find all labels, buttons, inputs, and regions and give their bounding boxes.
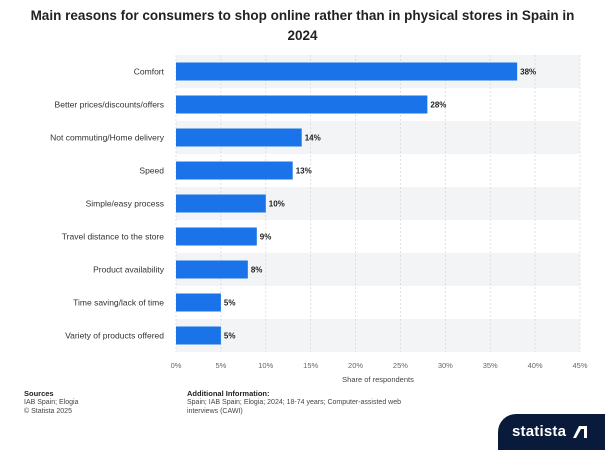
- tick-label: 30%: [438, 361, 453, 370]
- sources-line: IAB Spain; Elogia: [24, 399, 79, 406]
- bar: [176, 128, 302, 147]
- tick-label: 20%: [348, 361, 363, 370]
- category-label: Better prices/discounts/offers: [55, 100, 164, 110]
- tick-label: 10%: [258, 361, 273, 370]
- bar: [176, 62, 518, 81]
- additional-info-block: Additional Information: Spain; IAB Spain…: [187, 389, 447, 416]
- additional-info-line: Spain; IAB Spain; Elogia; 2024; 18-74 ye…: [187, 399, 402, 406]
- data-label: 9%: [260, 233, 272, 242]
- data-label: 38%: [520, 68, 536, 77]
- category-label: Travel distance to the store: [62, 232, 164, 242]
- data-label: 28%: [430, 101, 446, 110]
- brand-name: statista: [512, 423, 567, 440]
- tick-label: 45%: [572, 361, 587, 370]
- tick-label: 35%: [483, 361, 498, 370]
- data-label: 5%: [224, 332, 236, 341]
- additional-info-heading: Additional Information:: [187, 389, 270, 398]
- category-label: Product availability: [93, 265, 165, 275]
- statista-logo-icon: [573, 426, 587, 438]
- tick-label: 25%: [393, 361, 408, 370]
- data-label: 13%: [296, 167, 312, 176]
- bar: [176, 293, 221, 312]
- copyright-line: © Statista 2025: [24, 408, 72, 415]
- row-band: [176, 319, 580, 352]
- x-axis-title: Share of respondents: [342, 375, 414, 384]
- category-label: Simple/easy process: [86, 199, 164, 209]
- additional-info-line-2: interviews (CAWI): [187, 408, 243, 415]
- sources-heading: Sources: [24, 389, 54, 398]
- bar: [176, 260, 248, 279]
- tick-label: 5%: [215, 361, 226, 370]
- data-label: 14%: [305, 134, 321, 143]
- bar: [176, 227, 257, 246]
- data-label: 10%: [269, 200, 285, 209]
- sources-block: Sources IAB Spain; Elogia © Statista 202…: [24, 389, 78, 416]
- data-label: 8%: [251, 266, 263, 275]
- category-label: Variety of products offered: [65, 331, 164, 341]
- category-label: Not commuting/Home delivery: [50, 133, 165, 143]
- bar: [176, 95, 428, 114]
- data-label: 5%: [224, 299, 236, 308]
- bar-chart: Comfort 38% Better prices/discounts/offers…: [50, 55, 588, 384]
- tick-label: 40%: [528, 361, 543, 370]
- bar: [176, 161, 293, 180]
- statista-logo: statista: [498, 414, 605, 450]
- tick-label: 15%: [303, 361, 318, 370]
- category-label: Comfort: [134, 67, 165, 77]
- bar: [176, 326, 221, 345]
- chart-title: Main reasons for consumers to shop onlin…: [30, 8, 575, 43]
- bar: [176, 194, 266, 213]
- category-label: Time saving/lack of time: [73, 298, 164, 308]
- category-label: Speed: [139, 166, 164, 176]
- tick-label: 0%: [171, 361, 182, 370]
